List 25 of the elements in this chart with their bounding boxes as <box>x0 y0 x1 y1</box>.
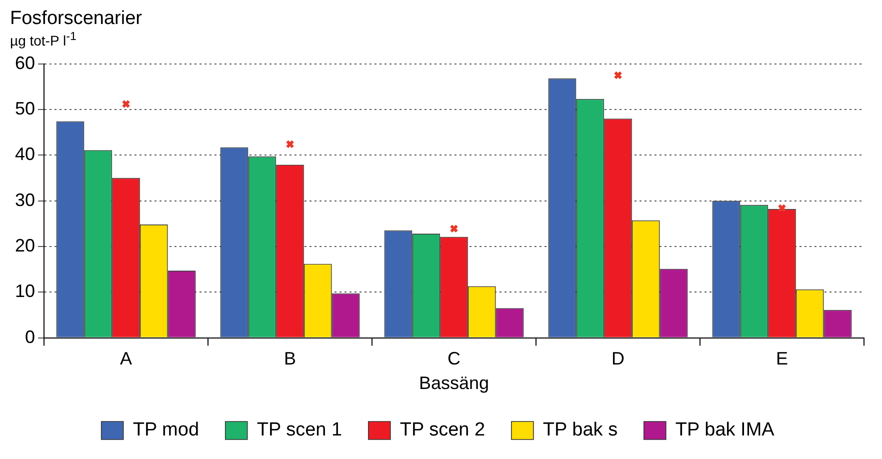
x-tick-label: B <box>284 348 296 369</box>
legend-label: TP bak IMA <box>675 420 775 441</box>
y-tick-label: 40 <box>14 144 36 164</box>
x-axis-title: Bassäng <box>418 373 490 394</box>
point <box>122 100 130 108</box>
chart-title: Fosforscenarier <box>10 8 143 30</box>
y-tick-label: 50 <box>14 98 36 118</box>
y-tick-label: 10 <box>14 281 36 302</box>
point <box>286 140 294 148</box>
x-tick-label: C <box>448 348 461 369</box>
point <box>778 204 786 212</box>
legend-label: TP scen 1 <box>256 420 342 441</box>
legend-label: TP mod <box>132 420 200 441</box>
y-tick-label: 60 <box>14 52 36 73</box>
x-tick-label: E <box>776 348 788 369</box>
legend-label: TP scen 2 <box>400 420 486 441</box>
y-axis-title: µg tot-P l$^{-1}$ <box>10 30 78 50</box>
x-tick-label: A <box>120 348 132 369</box>
legend-label: TP bak s <box>542 420 618 441</box>
point <box>614 70 622 80</box>
y-tick-label: 30 <box>14 190 36 210</box>
y-tick-label: 20 <box>14 235 36 256</box>
point <box>450 224 458 233</box>
y-tick-label: 0 <box>25 326 36 347</box>
x-tick-label: D <box>612 348 625 369</box>
